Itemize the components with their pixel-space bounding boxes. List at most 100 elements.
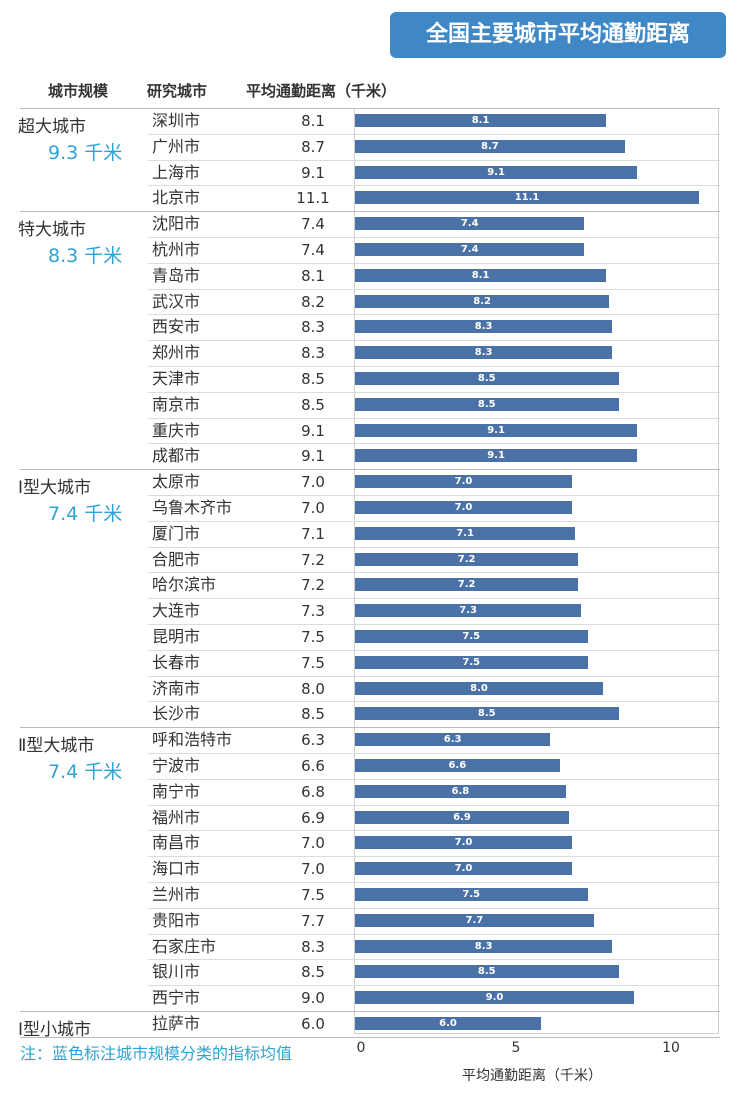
row-separator bbox=[148, 572, 720, 574]
bar bbox=[355, 552, 579, 566]
x-tick-label: 5 bbox=[511, 1040, 521, 1056]
bar-label: 7.0 bbox=[454, 476, 473, 488]
bar-label: 9.1 bbox=[487, 166, 505, 178]
row-separator bbox=[148, 598, 720, 600]
distance-value: 8.5 bbox=[301, 705, 325, 724]
distance-value: 8.1 bbox=[301, 112, 325, 130]
bar bbox=[355, 759, 560, 772]
header-distance: 平均通勤距离（千米） bbox=[246, 82, 397, 100]
bar bbox=[355, 475, 572, 489]
distance-value: 8.3 bbox=[301, 937, 325, 956]
row-separator bbox=[148, 778, 720, 780]
bar-label: 9.1 bbox=[487, 424, 505, 436]
city-name: 海口市 bbox=[152, 859, 201, 879]
bar-label: 6.3 bbox=[443, 734, 462, 746]
distance-value: 7.0 bbox=[301, 473, 325, 492]
row-separator bbox=[148, 340, 720, 342]
bar-label: 7.0 bbox=[454, 837, 473, 849]
city-name: 厦门市 bbox=[152, 523, 201, 543]
bar bbox=[355, 991, 634, 1005]
row-separator bbox=[148, 649, 720, 651]
bar-label: 6.8 bbox=[451, 785, 470, 797]
bar-label: 7.4 bbox=[460, 244, 479, 255]
bar bbox=[355, 243, 585, 256]
distance-value: 7.0 bbox=[301, 499, 325, 517]
bar-label: 8.1 bbox=[471, 269, 490, 281]
row-separator bbox=[148, 237, 720, 238]
group-separator bbox=[20, 108, 720, 109]
city-name: 哈尔滨市 bbox=[152, 575, 217, 595]
distance-value: 9.1 bbox=[301, 447, 325, 466]
row-separator bbox=[148, 159, 720, 161]
bar bbox=[355, 397, 619, 411]
city-name: 银川市 bbox=[152, 962, 201, 982]
city-name: 广州市 bbox=[152, 136, 201, 156]
group-label: Ⅰ型大城市 bbox=[18, 478, 92, 499]
distance-value: 7.5 bbox=[301, 886, 325, 904]
row-separator bbox=[148, 933, 720, 935]
distance-value: 7.0 bbox=[301, 834, 325, 853]
city-name: 杭州市 bbox=[152, 240, 201, 259]
distance-value: 8.7 bbox=[301, 137, 325, 156]
bar-label: 7.0 bbox=[454, 863, 473, 875]
distance-value: 6.8 bbox=[301, 782, 325, 801]
distance-value: 6.6 bbox=[301, 757, 325, 775]
distance-value: 8.5 bbox=[301, 370, 325, 388]
distance-value: 8.3 bbox=[301, 344, 325, 363]
row-separator bbox=[148, 443, 720, 445]
bar bbox=[355, 810, 569, 824]
bar-label: 6.0 bbox=[439, 1018, 457, 1029]
distance-value: 7.7 bbox=[301, 911, 325, 930]
city-name: 长春市 bbox=[152, 652, 201, 672]
row-separator bbox=[148, 520, 720, 522]
bar bbox=[355, 655, 588, 669]
row-separator bbox=[148, 185, 720, 187]
bar bbox=[355, 346, 613, 360]
bar-label: 8.5 bbox=[477, 708, 496, 720]
bar bbox=[355, 707, 619, 721]
distance-value: 6.3 bbox=[301, 731, 325, 750]
bar-label: 7.5 bbox=[462, 631, 481, 642]
distance-value: 7.3 bbox=[301, 602, 325, 621]
bar bbox=[355, 191, 700, 205]
bar bbox=[355, 1017, 541, 1030]
chart-title: 全国主要城市平均通勤距离 bbox=[390, 12, 726, 58]
bar bbox=[355, 965, 619, 979]
bar-label: 7.1 bbox=[456, 527, 474, 539]
bar bbox=[355, 681, 603, 695]
city-name: 济南市 bbox=[152, 678, 201, 698]
distance-value: 6.0 bbox=[301, 1015, 325, 1033]
distance-value: 7.1 bbox=[301, 524, 325, 543]
bar-label: 7.3 bbox=[459, 605, 477, 617]
row-separator bbox=[148, 288, 720, 290]
distance-value: 8.1 bbox=[301, 266, 325, 285]
x-tick-label: 0 bbox=[356, 1040, 366, 1056]
city-name: 合肥市 bbox=[152, 549, 201, 569]
distance-value: 8.3 bbox=[301, 318, 325, 337]
distance-value: 11.1 bbox=[296, 189, 330, 208]
bar-label: 9.1 bbox=[487, 450, 505, 462]
row-separator bbox=[148, 262, 720, 264]
group-average: 8.3 千米 bbox=[48, 245, 123, 268]
bar bbox=[355, 423, 638, 437]
bar bbox=[355, 630, 588, 643]
distance-value: 9.1 bbox=[301, 163, 325, 182]
header-scale: 城市规模 bbox=[48, 82, 109, 100]
bar bbox=[355, 320, 613, 334]
bar bbox=[355, 114, 607, 127]
bar-label: 9.0 bbox=[485, 992, 504, 1004]
city-name: 上海市 bbox=[152, 162, 201, 182]
bar-label: 8.5 bbox=[477, 966, 496, 978]
row-separator bbox=[148, 314, 720, 316]
city-name: 呼和浩特市 bbox=[152, 730, 233, 750]
group-average: 7.4 千米 bbox=[48, 761, 123, 784]
city-name: 西安市 bbox=[152, 317, 201, 337]
bar bbox=[355, 888, 588, 901]
city-name: 深圳市 bbox=[152, 111, 201, 130]
group-average: 7.4 千米 bbox=[48, 503, 123, 526]
group-label: 特大城市 bbox=[18, 220, 86, 241]
city-name: 天津市 bbox=[152, 369, 201, 388]
distance-value: 8.5 bbox=[301, 963, 325, 982]
bar bbox=[355, 862, 572, 876]
city-name: 武汉市 bbox=[152, 291, 201, 311]
